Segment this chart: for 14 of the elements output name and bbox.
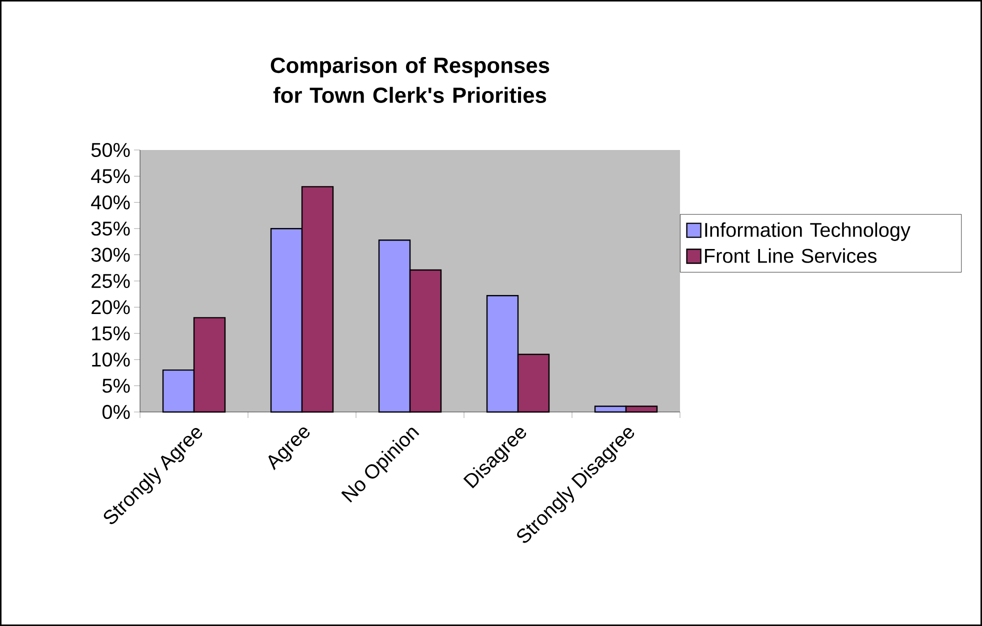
y-tick-label: 40% — [91, 195, 130, 210]
y-tick-label: 30% — [91, 248, 130, 262]
legend-label: Information Technology — [705, 222, 910, 241]
y-tick-label: 25% — [92, 274, 130, 288]
y-tick-label: 45% — [91, 169, 130, 184]
legend-label: Front Line Services — [705, 248, 876, 263]
y-tick-label: 20% — [92, 300, 130, 314]
y-tick-label: 0% — [102, 404, 130, 420]
y-tick-label: 15% — [92, 326, 130, 340]
y-tick-label: 35% — [91, 222, 130, 236]
y-tick-label: 50% — [91, 142, 130, 158]
y-tick-label: 5% — [102, 378, 130, 393]
y-tick-label: 10% — [92, 352, 130, 367]
chart-title: Comparison of Responses for Town Clerk's Priorities — [270, 56, 550, 103]
